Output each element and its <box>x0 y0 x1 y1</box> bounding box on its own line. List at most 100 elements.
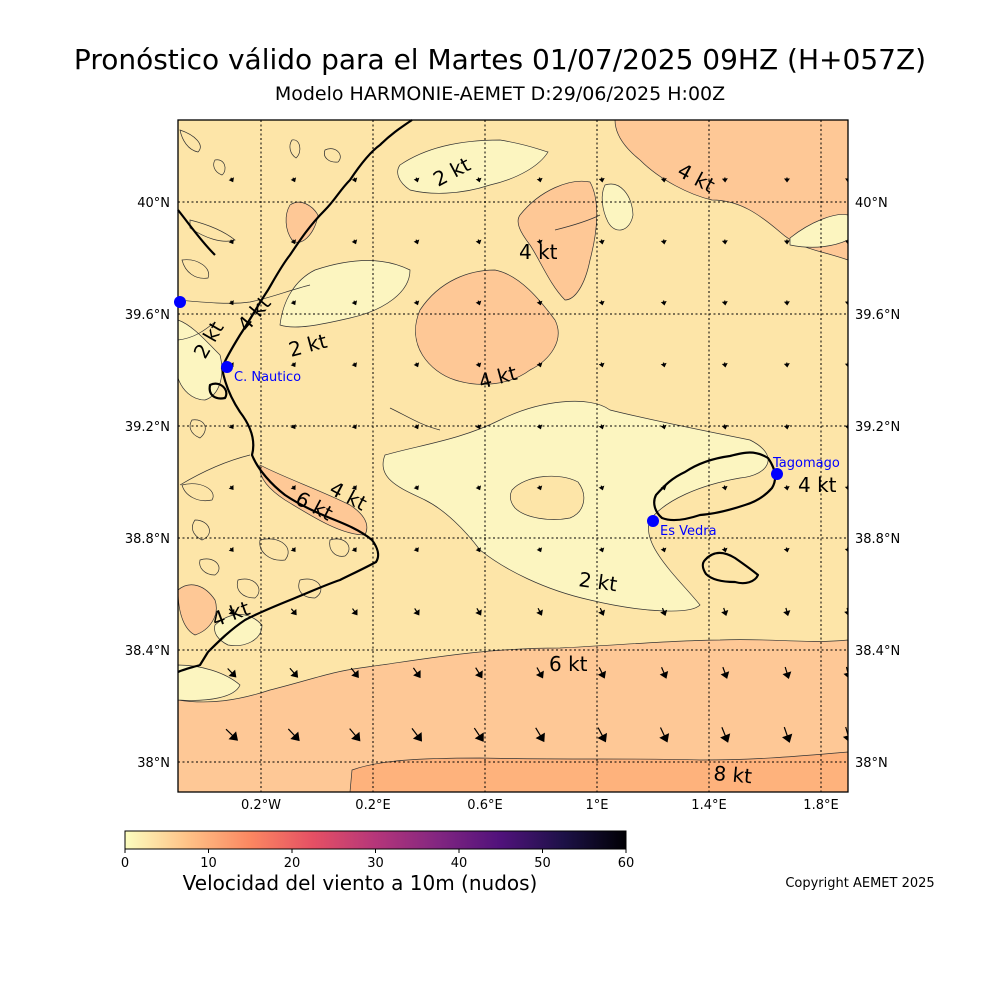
map-subtitle: Modelo HARMONIE-AEMET D:29/06/2025 H:00Z <box>274 83 726 105</box>
wind-arrow-head <box>598 547 605 553</box>
wind-arrow-head <box>721 240 728 245</box>
wind-arrow-head <box>598 362 605 368</box>
wind-arrow-head <box>228 239 234 245</box>
wind-arrow-head <box>598 609 606 616</box>
wind-arrow-head <box>351 669 359 678</box>
wind-arrow-head <box>536 300 543 306</box>
field-6kt-south <box>178 639 848 792</box>
contour-label: 2 kt <box>577 567 619 596</box>
wind-arrow-head <box>782 733 793 743</box>
wind-arrow-head <box>413 239 420 245</box>
colorbar: 0 10 20 30 40 50 60 <box>121 830 634 871</box>
wind-arrow-head <box>721 301 728 306</box>
wind-arrow-head <box>474 670 483 679</box>
wind-arrow-head <box>597 670 606 679</box>
wind-arrow-head <box>413 547 419 553</box>
station-marker-unnamed <box>174 296 186 308</box>
wind-arrow-head <box>844 486 848 491</box>
wind-arrow-head <box>598 178 605 183</box>
wind-arrow-head <box>845 240 848 245</box>
wind-arrow-head <box>475 485 482 491</box>
wind-arrow-head <box>474 732 484 742</box>
wind-arrow-head <box>351 609 358 616</box>
wind-arrow-head <box>228 484 234 490</box>
wind-arrow-head <box>598 424 605 430</box>
wind-arrow-head <box>844 425 848 430</box>
wind-arrow-head <box>475 177 482 183</box>
station-marker-c-nautico <box>221 361 233 373</box>
wind-arrow-head <box>659 670 669 679</box>
field-2kt-north <box>397 139 549 194</box>
colorbar-ticks <box>124 849 627 853</box>
field-6kt-center <box>415 269 559 385</box>
wind-arrow-head <box>290 239 296 245</box>
wind-arrow-head <box>351 424 357 430</box>
wind-arrow-head <box>413 362 420 368</box>
wind-arrow-head <box>844 611 848 616</box>
colorbar-tick-label: 30 <box>367 856 384 871</box>
wind-arrow-head <box>845 178 848 183</box>
lat-label-left: 38.8°N <box>125 532 170 547</box>
wind-arrow-head <box>290 362 296 368</box>
station-label-tagomago: Tagomago <box>772 456 840 471</box>
wind-arrow-head <box>228 731 238 741</box>
wind-arrow-head <box>660 485 667 491</box>
wind-arrow-head <box>290 300 296 306</box>
wind-arrow-head <box>844 363 848 368</box>
wind-arrow-head <box>844 301 848 306</box>
contour-label: 4 kt <box>798 473 837 497</box>
wind-arrow-head <box>660 424 667 430</box>
colorbar-tick-label: 10 <box>200 856 217 871</box>
contour-label: 8 kt <box>713 761 754 788</box>
wind-arrow-head <box>412 732 423 742</box>
wind-arrow-head <box>351 362 357 368</box>
contour-label: 4 kt <box>519 240 558 264</box>
wind-arrow-head <box>475 547 481 553</box>
wind-arrows <box>225 177 848 743</box>
wind-arrow-head <box>536 547 543 553</box>
wind-arrow-head <box>228 424 234 430</box>
wind-arrow-head <box>475 424 482 430</box>
lat-label-right: 40°N <box>855 196 888 211</box>
wind-arrow-head <box>536 485 543 491</box>
land-contours <box>179 129 350 599</box>
wind-arrow-head <box>721 424 728 430</box>
lat-label-right: 38.4°N <box>855 644 900 659</box>
wind-arrow-head <box>290 177 297 183</box>
wind-arrow-head <box>413 177 420 183</box>
wind-arrow-head <box>783 610 791 617</box>
lat-label-left: 38.4°N <box>125 644 170 659</box>
wind-arrow-head <box>721 609 729 617</box>
wind-arrow-head <box>598 300 605 306</box>
latitude-labels: 40°N 39.6°N 39.2°N 38.8°N 38.4°N 38°N 40… <box>125 196 900 771</box>
wind-arrow-head <box>536 239 543 245</box>
wind-arrow-shaft <box>845 726 848 738</box>
wind-field <box>178 120 848 792</box>
lat-label-right: 38°N <box>855 756 888 771</box>
wind-arrow-head <box>598 485 605 491</box>
colorbar-label: Velocidad del viento a 10m (nudos) <box>182 871 538 895</box>
lon-label: 1.4°E <box>691 798 726 813</box>
wind-arrow-head <box>535 732 545 743</box>
wind-arrow-head <box>783 425 790 430</box>
station-marker-tagomago <box>771 468 783 480</box>
wind-arrow-head <box>228 546 234 552</box>
wind-arrow-head <box>228 300 234 306</box>
station-marker-es-vedra <box>647 515 659 527</box>
wind-arrow-head <box>842 735 848 742</box>
wind-arrow-head <box>290 546 296 552</box>
lon-label: 1.8°E <box>803 798 838 813</box>
wind-arrow-head <box>783 485 790 491</box>
wind-arrow-head <box>783 363 790 368</box>
colorbar-tick-label: 0 <box>121 856 129 871</box>
wind-arrow-head <box>598 239 605 245</box>
lat-label-right: 39.2°N <box>855 420 900 435</box>
wind-arrow-head <box>413 670 421 679</box>
map-title: Pronóstico válido para el Martes 01/07/2… <box>73 43 927 76</box>
field-2kt-valencia <box>279 260 411 328</box>
wind-arrow-head <box>290 485 296 491</box>
copyright: Copyright AEMET 2025 <box>785 876 935 891</box>
wind-arrow-head <box>413 609 420 616</box>
wind-arrow-head <box>290 731 300 742</box>
